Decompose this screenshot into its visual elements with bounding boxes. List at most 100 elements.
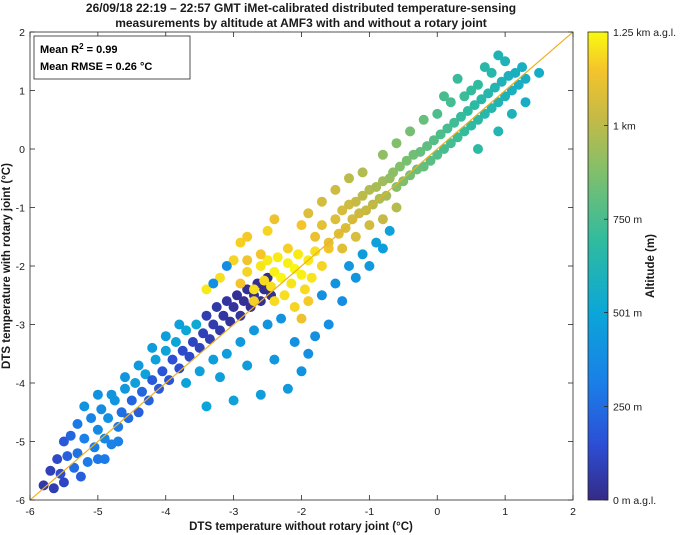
data-point xyxy=(269,266,280,277)
data-point xyxy=(500,91,511,102)
x-tick-label: -3 xyxy=(229,506,238,518)
data-point xyxy=(255,261,266,271)
data-point xyxy=(466,120,477,131)
data-point xyxy=(65,430,76,441)
data-point xyxy=(177,345,188,356)
data-point xyxy=(48,483,59,494)
data-point xyxy=(279,290,290,301)
data-point xyxy=(435,129,446,140)
data-point xyxy=(384,225,395,236)
data-point xyxy=(235,310,246,321)
data-point xyxy=(269,354,280,365)
x-tick-label: 0 xyxy=(434,506,440,518)
y-tick-label: 2 xyxy=(19,27,25,39)
data-point xyxy=(391,202,402,213)
data-point xyxy=(344,261,354,271)
data-point xyxy=(462,106,473,116)
data-point xyxy=(249,284,259,295)
data-point xyxy=(160,345,171,356)
data-point xyxy=(272,252,283,263)
data-point xyxy=(137,386,147,397)
r2-value: = 0.99 xyxy=(84,44,118,56)
data-point xyxy=(456,111,466,122)
data-point xyxy=(476,94,487,105)
data-point xyxy=(198,328,209,339)
data-point xyxy=(452,73,463,84)
data-point xyxy=(133,360,144,371)
data-point xyxy=(483,88,494,99)
data-point xyxy=(513,79,524,90)
data-point xyxy=(330,214,341,225)
data-point xyxy=(92,424,103,435)
data-point xyxy=(140,369,151,380)
data-point xyxy=(388,167,399,178)
data-point xyxy=(262,319,273,330)
data-point xyxy=(242,266,253,277)
data-point xyxy=(296,366,307,377)
colorbar-tick-label: 750 m xyxy=(613,214,642,226)
data-point xyxy=(381,190,392,201)
data-point xyxy=(96,404,107,415)
y-axis: -6 -5 -4 -3 -2 -1 0 1 2 xyxy=(16,27,573,507)
data-point xyxy=(170,337,181,347)
data-point xyxy=(289,302,300,312)
data-point xyxy=(493,50,504,61)
colorbar-tick-label: 501 m xyxy=(613,307,642,319)
colorbar-label: Altitude (m) xyxy=(645,234,657,298)
data-point xyxy=(466,85,477,96)
data-point xyxy=(377,243,388,254)
data-point xyxy=(157,366,168,377)
y-tick-label: -4 xyxy=(16,378,25,390)
x-tick-label: -6 xyxy=(25,506,34,518)
data-point xyxy=(337,205,348,216)
data-point xyxy=(106,389,117,400)
data-point xyxy=(452,132,463,143)
data-point xyxy=(347,214,358,225)
data-point xyxy=(174,319,185,330)
data-point xyxy=(75,471,86,482)
data-point xyxy=(89,442,100,453)
data-point xyxy=(269,296,280,307)
data-point xyxy=(357,167,368,178)
data-point xyxy=(201,284,212,295)
data-point xyxy=(201,401,212,412)
data-point xyxy=(228,255,239,266)
data-point xyxy=(232,290,242,301)
data-point xyxy=(58,477,69,488)
data-point xyxy=(493,126,504,137)
chart-subtitle: measurements by altitude at AMF3 with an… xyxy=(115,16,487,30)
data-point xyxy=(479,108,490,119)
data-point xyxy=(357,249,368,260)
data-point xyxy=(486,103,497,114)
x-tick-label: -5 xyxy=(93,506,102,518)
data-point xyxy=(187,337,198,347)
data-point xyxy=(99,433,110,444)
data-point xyxy=(259,275,270,286)
data-point xyxy=(255,389,266,400)
data-point xyxy=(113,421,124,432)
data-point xyxy=(371,237,382,248)
data-point xyxy=(181,378,192,388)
data-point xyxy=(371,182,382,192)
data-point xyxy=(337,296,348,307)
data-point xyxy=(422,141,433,152)
data-point xyxy=(310,331,321,342)
data-point xyxy=(506,108,517,119)
data-point xyxy=(92,389,103,400)
data-point xyxy=(418,161,429,172)
data-point xyxy=(445,138,456,149)
x-tick-label: -2 xyxy=(297,506,306,518)
data-point xyxy=(364,261,375,271)
rmse-annotation: Mean RMSE = 0.26 °C xyxy=(40,61,152,73)
x-tick-label: 2 xyxy=(570,506,576,518)
data-point xyxy=(228,395,239,406)
data-point xyxy=(72,448,83,459)
data-point xyxy=(126,395,137,406)
data-point xyxy=(133,407,144,418)
data-point xyxy=(221,348,232,359)
data-point xyxy=(225,316,236,327)
data-point xyxy=(350,272,361,283)
r2-label: Mean R xyxy=(40,44,79,56)
data-point xyxy=(282,258,293,269)
data-point xyxy=(282,383,293,394)
